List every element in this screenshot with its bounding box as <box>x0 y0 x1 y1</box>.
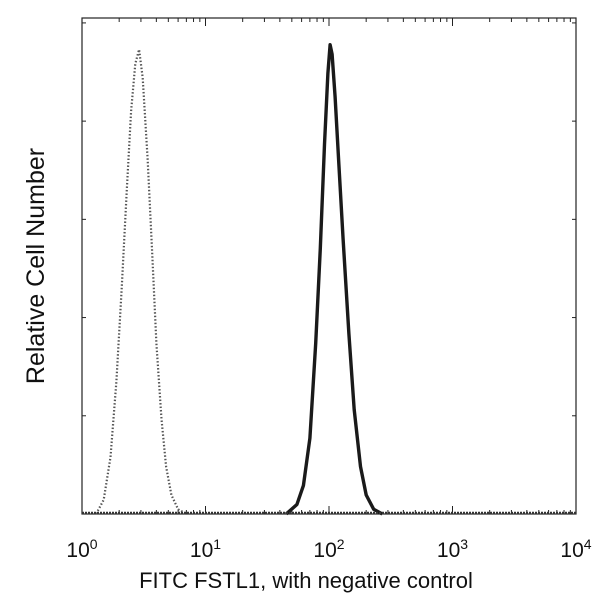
y-axis-label: Relative Cell Number <box>22 148 50 384</box>
x-tick-label: 104 <box>560 536 591 562</box>
x-tick-labels: 100 101 102 103 104 <box>66 536 591 562</box>
x-tick-label: 101 <box>190 536 221 562</box>
x-tick-label: 103 <box>437 536 468 562</box>
x-tick-label: 100 <box>66 536 97 562</box>
plot-frame <box>81 17 577 515</box>
tick-group <box>81 18 576 515</box>
series-group <box>82 43 576 516</box>
series-curve-1 <box>95 48 187 515</box>
x-tick-label: 102 <box>313 536 344 562</box>
series-curve-2 <box>285 43 384 516</box>
x-axis-label: FITC FSTL1, with negative control <box>139 568 473 593</box>
